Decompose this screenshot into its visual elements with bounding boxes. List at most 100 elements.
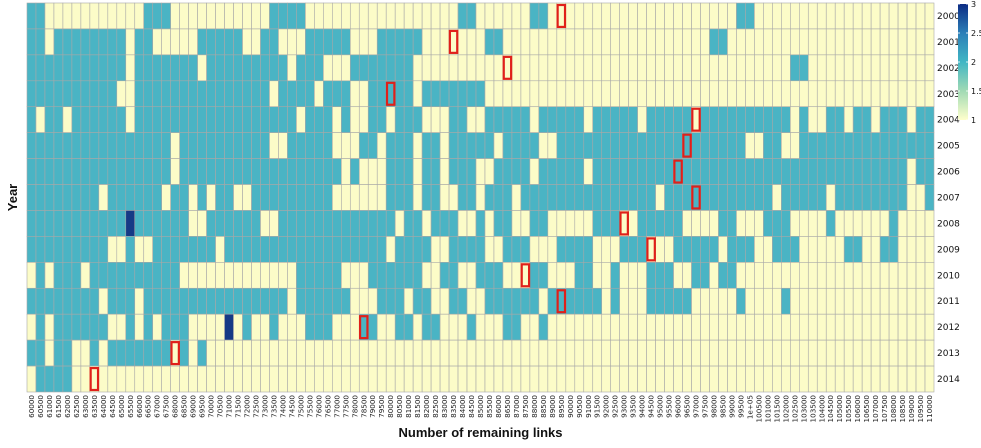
highlight-box (385, 81, 396, 106)
year-tick-label: 2012 (937, 323, 960, 333)
heatmap-cell (924, 210, 935, 237)
heatmap-cell (897, 158, 908, 185)
heatmap-cell (269, 106, 279, 133)
heatmap-cell (565, 106, 576, 133)
heatmap-cell (332, 236, 342, 263)
heatmap-cell (412, 2, 423, 30)
heatmap-cell (592, 262, 603, 289)
heatmap-cell (26, 106, 37, 133)
heatmap-cell (718, 236, 728, 263)
x-tick-label: 104000 (817, 395, 826, 423)
heatmap-cell (691, 210, 701, 237)
heatmap-cell (430, 54, 441, 82)
heatmap-cell (161, 132, 171, 159)
heatmap-cell (547, 339, 558, 367)
heatmap-cell (619, 236, 629, 263)
heatmap-cell (709, 106, 719, 133)
heatmap-cell (448, 210, 459, 237)
heatmap-cell (116, 158, 127, 185)
heatmap-cell (790, 2, 800, 30)
heatmap-cell (287, 54, 297, 82)
heatmap-cell (834, 262, 845, 289)
x-tick-label: 96500 (683, 395, 692, 418)
heatmap-cell (816, 106, 827, 133)
heatmap-cell (754, 158, 764, 185)
heatmap-cell (790, 210, 800, 237)
x-tick-label: 62500 (72, 395, 81, 418)
heatmap-cell (610, 158, 620, 185)
x-tick-label: 79500 (377, 395, 386, 418)
heatmap-cell (206, 132, 216, 159)
heatmap-cell (493, 287, 504, 315)
heatmap-cell (816, 287, 827, 315)
x-tick-label: 74500 (287, 395, 296, 418)
heatmap-cell (484, 158, 495, 185)
heatmap-cell (511, 158, 522, 185)
heatmap-cell (439, 184, 450, 211)
x-tick-label: 65000 (117, 395, 126, 418)
x-tick-label: 86000 (494, 395, 503, 418)
heatmap-cell (448, 2, 459, 30)
heatmap-cell (511, 313, 522, 341)
heatmap-cell (772, 262, 782, 289)
x-tick-label: 96000 (674, 395, 683, 418)
heatmap-cell (547, 184, 558, 211)
heatmap-cell (484, 132, 495, 159)
heatmap-cell (278, 287, 288, 315)
heatmap-cell (727, 210, 737, 237)
heatmap-cell (493, 236, 504, 263)
heatmap-cell (556, 132, 567, 159)
heatmap-cell (233, 158, 243, 185)
heatmap-cell (520, 339, 531, 367)
x-tick-label: 106000 (853, 395, 862, 423)
heatmap-cell (781, 236, 791, 263)
heatmap-cell (457, 339, 468, 367)
heatmap-cell (89, 106, 100, 133)
heatmap-cell (861, 132, 872, 159)
x-tick-label: 93000 (620, 395, 629, 418)
heatmap-cell (269, 28, 279, 56)
heatmap-cell (35, 80, 46, 108)
heatmap-cell (125, 287, 136, 315)
heatmap-cell (161, 106, 171, 133)
x-tick-label: 109000 (907, 395, 916, 423)
heatmap-cell (278, 313, 288, 341)
heatmap-cell (53, 158, 64, 185)
heatmap-cell (493, 210, 504, 237)
heatmap-cell (807, 236, 818, 263)
heatmap-cell (538, 132, 549, 159)
heatmap-cell (341, 365, 351, 393)
heatmap-cell (412, 80, 423, 108)
heatmap-cell (179, 339, 189, 367)
heatmap-cell (475, 54, 486, 82)
heatmap-cell (574, 287, 585, 315)
heatmap-cell (116, 287, 127, 315)
heatmap-cell (287, 158, 297, 185)
heatmap-cell (852, 28, 863, 56)
heatmap-cell (71, 80, 82, 108)
heatmap-cell (682, 2, 692, 30)
heatmap-cell (439, 313, 450, 341)
heatmap-cell (179, 158, 189, 185)
heatmap-cell (98, 236, 109, 263)
heatmap-cell (673, 2, 683, 30)
x-tick-label: 105500 (844, 395, 853, 423)
x-tick-label: 94500 (647, 395, 656, 418)
heatmap-cell (62, 236, 73, 263)
heatmap-cell (278, 184, 288, 211)
heatmap-cell (385, 287, 396, 315)
heatmap-cell (439, 287, 450, 315)
heatmap-cell (233, 2, 243, 30)
heatmap-cell (511, 210, 522, 237)
heatmap-cell (673, 80, 683, 108)
x-tick-label: 74000 (278, 395, 287, 418)
heatmap-cell (888, 262, 899, 289)
heatmap-cell (565, 184, 576, 211)
heatmap-cell (125, 28, 136, 56)
heatmap-cell (448, 313, 459, 341)
heatmap-cell (439, 236, 450, 263)
heatmap-cell (448, 262, 459, 289)
heatmap-cell (71, 313, 82, 341)
heatmap-cell (691, 236, 701, 263)
heatmap-cell (107, 54, 118, 82)
